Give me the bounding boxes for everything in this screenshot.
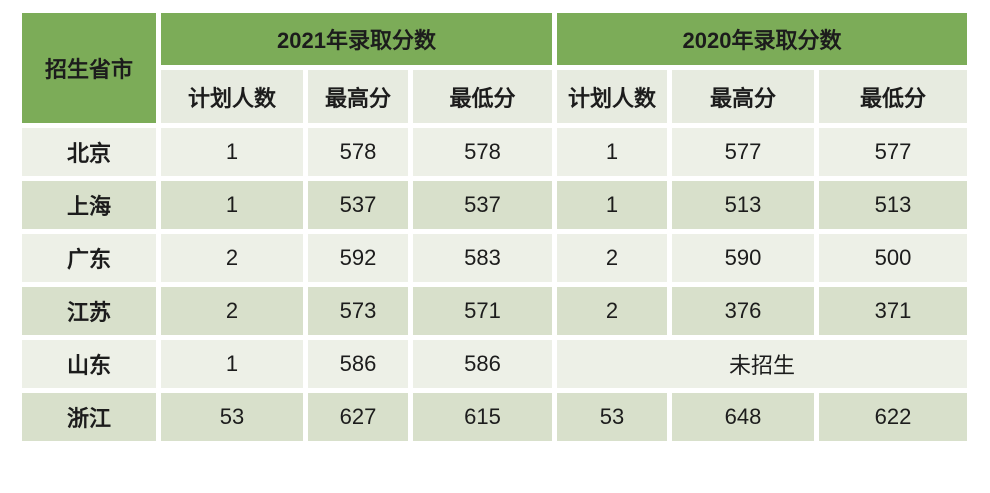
min-2021-cell: 571 xyxy=(413,287,552,335)
province-cell: 江苏 xyxy=(22,287,156,335)
table-row-beijing: 北京 1 578 578 1 577 577 xyxy=(22,128,967,176)
table-row-guangdong: 广东 2 592 583 2 590 500 xyxy=(22,234,967,282)
province-cell: 浙江 xyxy=(22,393,156,441)
plan-2021-cell: 53 xyxy=(161,393,303,441)
province-cell: 北京 xyxy=(22,128,156,176)
min-2020-cell: 513 xyxy=(819,181,967,229)
table-row-shanghai: 上海 1 537 537 1 513 513 xyxy=(22,181,967,229)
plan-2020-cell: 1 xyxy=(557,181,667,229)
min-2021-cell: 615 xyxy=(413,393,552,441)
max-2020-cell: 513 xyxy=(672,181,814,229)
admission-score-table: 招生省市 2021年录取分数 2020年录取分数 计划人数 最高分 最低分 计划… xyxy=(17,8,972,446)
plan-2021-cell: 1 xyxy=(161,181,303,229)
province-cell: 上海 xyxy=(22,181,156,229)
max-2020-cell: 590 xyxy=(672,234,814,282)
no-enrollment-cell: 未招生 xyxy=(557,340,967,388)
table-row-shandong: 山东 1 586 586 未招生 xyxy=(22,340,967,388)
subheader-row: 计划人数 最高分 最低分 计划人数 最高分 最低分 xyxy=(22,70,967,123)
corner-header-cell: 招生省市 xyxy=(22,13,156,123)
min-2021-cell: 537 xyxy=(413,181,552,229)
max-2021-cell: 592 xyxy=(308,234,408,282)
table-row-zhejiang: 浙江 53 627 615 53 648 622 xyxy=(22,393,967,441)
subheader-max-2021: 最高分 xyxy=(308,70,408,123)
subheader-min-2021: 最低分 xyxy=(413,70,552,123)
max-2021-cell: 586 xyxy=(308,340,408,388)
plan-2021-cell: 2 xyxy=(161,234,303,282)
province-cell: 山东 xyxy=(22,340,156,388)
plan-2020-cell: 1 xyxy=(557,128,667,176)
subheader-max-2020: 最高分 xyxy=(672,70,814,123)
min-2021-cell: 583 xyxy=(413,234,552,282)
group-header-row: 招生省市 2021年录取分数 2020年录取分数 xyxy=(22,13,967,123)
group-header-2021: 2021年录取分数 xyxy=(161,13,552,65)
subheader-plan-2021: 计划人数 xyxy=(161,70,303,123)
max-2020-cell: 376 xyxy=(672,287,814,335)
plan-2021-cell: 1 xyxy=(161,340,303,388)
min-2020-cell: 577 xyxy=(819,128,967,176)
max-2021-cell: 627 xyxy=(308,393,408,441)
table-row-jiangsu: 江苏 2 573 571 2 376 371 xyxy=(22,287,967,335)
max-2020-cell: 577 xyxy=(672,128,814,176)
max-2021-cell: 573 xyxy=(308,287,408,335)
min-2021-cell: 586 xyxy=(413,340,552,388)
max-2021-cell: 578 xyxy=(308,128,408,176)
min-2020-cell: 622 xyxy=(819,393,967,441)
province-cell: 广东 xyxy=(22,234,156,282)
plan-2020-cell: 2 xyxy=(557,234,667,282)
subheader-min-2020: 最低分 xyxy=(819,70,967,123)
subheader-plan-2020: 计划人数 xyxy=(557,70,667,123)
min-2020-cell: 500 xyxy=(819,234,967,282)
plan-2021-cell: 1 xyxy=(161,128,303,176)
plan-2020-cell: 53 xyxy=(557,393,667,441)
plan-2021-cell: 2 xyxy=(161,287,303,335)
max-2021-cell: 537 xyxy=(308,181,408,229)
group-header-2020: 2020年录取分数 xyxy=(557,13,967,65)
plan-2020-cell: 2 xyxy=(557,287,667,335)
min-2021-cell: 578 xyxy=(413,128,552,176)
max-2020-cell: 648 xyxy=(672,393,814,441)
min-2020-cell: 371 xyxy=(819,287,967,335)
